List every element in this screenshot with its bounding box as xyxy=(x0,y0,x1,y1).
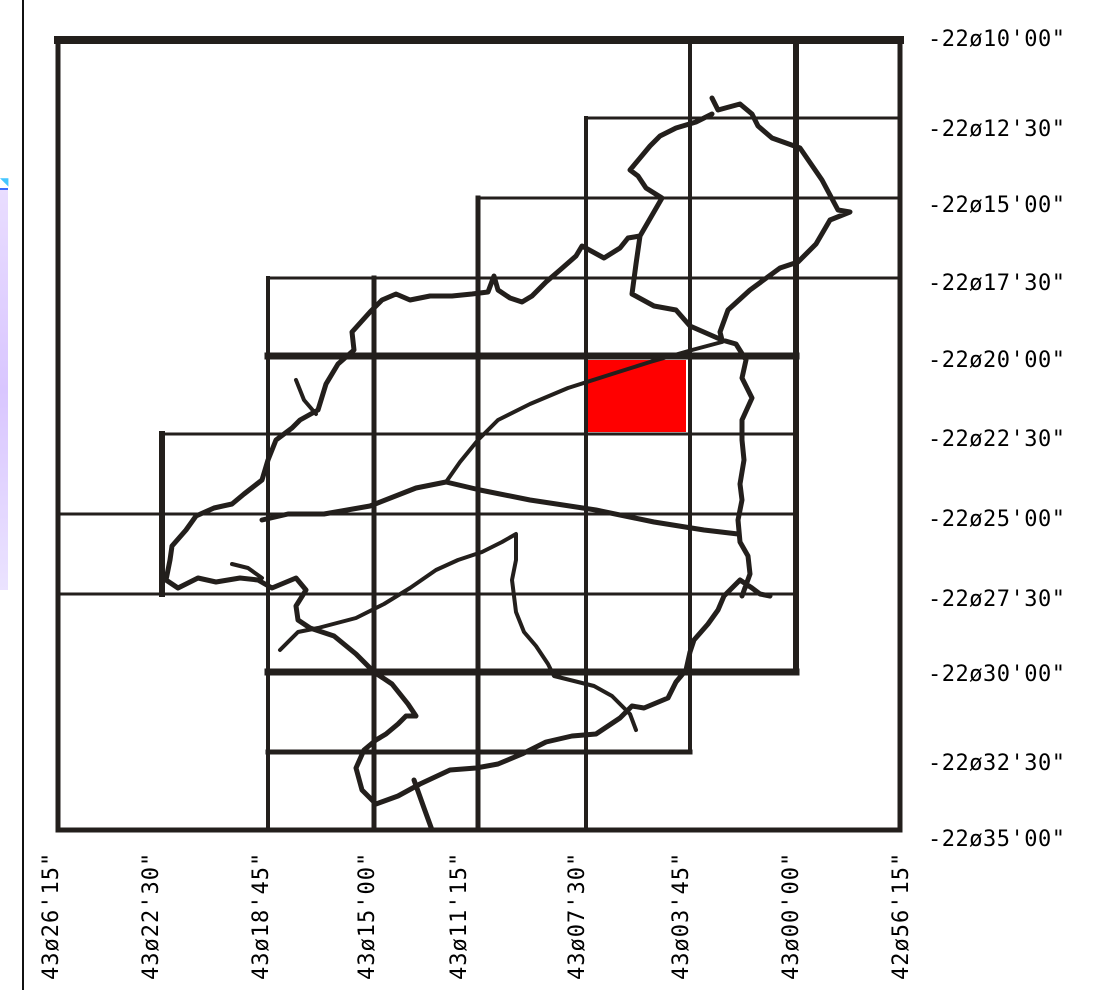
longitude-label: 43ø00'00" xyxy=(779,851,804,980)
latitude-label: -22ø12'30" xyxy=(928,117,1066,142)
longitude-label: 43ø22'30" xyxy=(139,851,164,980)
southern-road xyxy=(411,777,435,833)
longitude-label: 43ø26'15" xyxy=(39,851,64,980)
left-border-rule xyxy=(22,0,24,990)
latitude-label: -22ø32'30" xyxy=(928,751,1066,776)
latitude-label: -22ø35'00" xyxy=(928,827,1066,852)
northeast-road xyxy=(444,340,724,484)
longitude-label: 43ø18'45" xyxy=(249,851,274,980)
longitude-label: 43ø15'00" xyxy=(355,851,380,980)
latitude-label: -22ø15'00" xyxy=(928,193,1066,218)
latitude-label: -22ø27'30" xyxy=(928,587,1066,612)
adjacent-window-accent: ◥ xyxy=(0,174,9,190)
municipality-boundary xyxy=(163,95,853,807)
west-spur xyxy=(230,378,318,580)
latitude-label: -22ø25'00" xyxy=(928,507,1066,532)
adjacent-window-edge xyxy=(0,188,8,590)
sheet-grid xyxy=(54,36,904,833)
longitude-label: 43ø03'45" xyxy=(669,851,694,980)
boundary-lines xyxy=(163,95,853,833)
crossing-road xyxy=(259,479,741,537)
highlighted-sheet[interactable] xyxy=(588,360,686,432)
longitude-label: 43ø07'30" xyxy=(565,851,590,980)
latitude-label: -22ø30'00" xyxy=(928,662,1066,687)
latitude-label: -22ø10'00" xyxy=(928,27,1066,52)
latitude-label: -22ø22'30" xyxy=(928,427,1066,452)
latitude-label: -22ø17'30" xyxy=(928,271,1066,296)
diagonal-road xyxy=(278,532,638,732)
longitude-label: 43ø11'15" xyxy=(447,851,472,980)
longitude-label: 42ø56'15" xyxy=(889,851,914,980)
latitude-label: -22ø20'00" xyxy=(928,348,1066,373)
